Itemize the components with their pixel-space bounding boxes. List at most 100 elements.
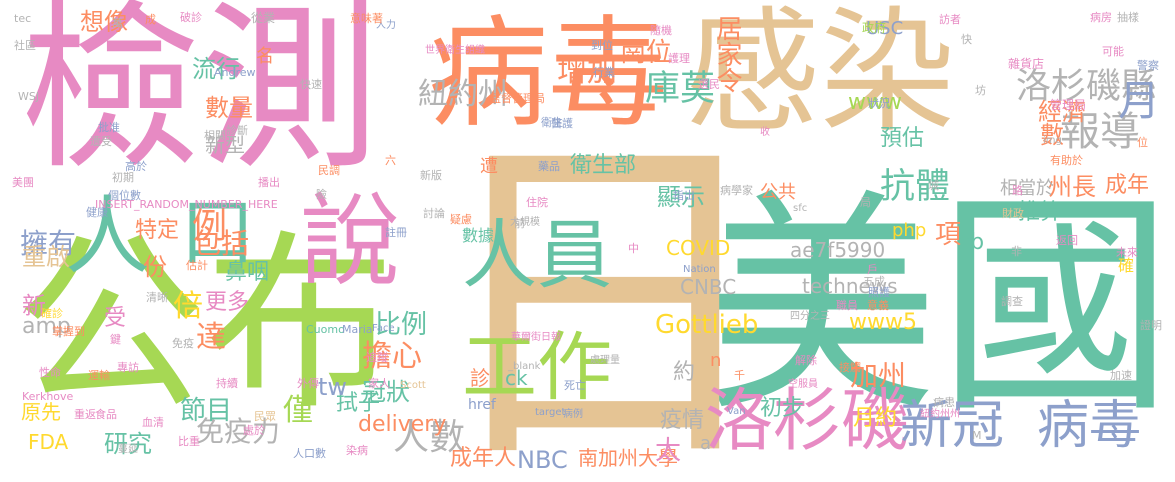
cloud-word: 包括: [193, 227, 250, 260]
cloud-word: 雜貨店: [1008, 57, 1045, 71]
cloud-word: 清晰: [146, 291, 168, 304]
cloud-word: 路: [1012, 184, 1023, 197]
cloud-word: 洛杉磯縣: [1016, 67, 1157, 107]
cloud-word: 破診: [180, 11, 202, 24]
cloud-word: 四分之三: [790, 311, 830, 322]
cloud-word: 染病: [346, 444, 368, 457]
cloud-word: 專訪: [117, 361, 139, 374]
cloud-word: 病例: [563, 409, 583, 420]
cloud-word: 崗位: [620, 38, 673, 68]
cloud-word: 調查: [1001, 295, 1023, 308]
cloud-word: Gottlieb: [655, 310, 759, 340]
cloud-word: INSERT_RANDOM_NUMBER_HERE: [95, 198, 278, 211]
cloud-word: 說: [300, 183, 400, 300]
cloud-word: 公共: [760, 182, 796, 203]
cloud-word: 研究: [104, 430, 152, 458]
cloud-word: 公布: [15, 214, 396, 435]
cloud-word: 鼻咽: [225, 260, 270, 285]
cloud-word: 節目: [180, 396, 233, 426]
cloud-word: 住院: [526, 196, 548, 209]
cloud-word: 比例: [375, 310, 428, 340]
cloud-word: 重返: [74, 408, 96, 421]
cloud-word: 免疫力: [196, 415, 281, 448]
cloud-word: 監督管理局: [490, 92, 545, 105]
cloud-word: 比重: [178, 435, 200, 448]
cloud-word: 月約: [853, 406, 898, 431]
cloud-word: n: [710, 350, 722, 371]
cloud-word: 掌握到: [52, 325, 85, 338]
cloud-word: 名: [256, 46, 274, 67]
cloud-word: 民眾: [254, 410, 276, 423]
cloud-word: 預估: [880, 126, 925, 151]
cloud-word: 數量: [205, 94, 253, 122]
cloud-word: 病毒: [428, 5, 668, 144]
cloud-word: 人口數: [293, 447, 326, 460]
cloud-word: 拭子: [336, 391, 381, 416]
cloud-word: 估計: [186, 259, 208, 272]
cloud-word: sfc: [793, 203, 808, 214]
cloud-word: 狀況: [868, 97, 890, 110]
cloud-word: 遭受: [90, 135, 112, 148]
cloud-word: 萬: [112, 17, 123, 30]
cloud-word: 險: [316, 188, 327, 201]
cloud-word: 美團: [12, 176, 34, 189]
cloud-word: 倍: [173, 289, 203, 324]
cloud-word: 衛生部: [570, 153, 637, 178]
cloud-word: 千: [734, 369, 745, 382]
cloud-word: 初步: [760, 396, 805, 421]
cloud-word: Van: [727, 406, 746, 417]
cloud-word: www5: [849, 310, 917, 335]
cloud-word: 蔓延: [118, 444, 138, 455]
cloud-word: 大規模: [510, 217, 540, 228]
cloud-word: 人力: [376, 20, 396, 31]
cloud-word: 藥品: [538, 160, 560, 173]
cloud-word: 死亡: [564, 379, 586, 392]
cloud-word: 社區: [14, 39, 36, 52]
cloud-word: 華爾街日報: [511, 332, 561, 343]
cloud-word: 證明: [1140, 319, 1162, 332]
cloud-word: 位: [1137, 136, 1148, 149]
cloud-word: 高於: [125, 160, 147, 173]
cloud-word: 加州: [850, 359, 907, 392]
cloud-word: 持續: [216, 377, 238, 390]
cloud-word: 擁有: [20, 227, 77, 260]
cloud-word: 返回: [1056, 234, 1078, 247]
cloud-word: CNBC: [680, 275, 737, 299]
cloud-word: 擔心: [362, 339, 422, 374]
cloud-word: 血清: [142, 416, 164, 429]
cloud-word: 衛生: [541, 116, 563, 129]
cloud-word: target: [535, 407, 566, 418]
cloud-word: FDA: [28, 430, 69, 454]
cloud-word: 紐約州州: [920, 409, 960, 420]
cloud-word: 運輸: [88, 369, 110, 382]
cloud-word: 工作: [462, 323, 613, 411]
cloud-word: 解除: [795, 354, 817, 367]
cloud-word: 處於: [243, 424, 265, 437]
cloud-word: 病房: [1090, 11, 1112, 24]
cloud-word: ck: [505, 366, 528, 390]
cloud-word: 政府: [862, 21, 887, 35]
cloud-word: 快: [961, 33, 972, 46]
cloud-word: 確: [1118, 256, 1135, 275]
cloud-word: 五成: [863, 275, 885, 288]
cloud-word: 批准: [98, 121, 120, 134]
cloud-word: 檢測: [20, 0, 381, 194]
cloud-word: 特定: [135, 218, 180, 243]
cloud-word: 成年: [1105, 173, 1150, 198]
cloud-word: 六: [385, 154, 396, 167]
cloud-word: 初期: [112, 171, 134, 184]
cloud-word: 抗體: [880, 167, 951, 207]
cloud-word: 原先: [21, 400, 61, 424]
cloud-word: 相當於: [1000, 178, 1054, 199]
cloud-word: 成年人: [450, 446, 517, 471]
cloud-word: USC: [866, 18, 904, 39]
cloud-word: 未來: [1116, 246, 1138, 259]
cloud-word: 醫護: [551, 117, 573, 130]
cloud-word: www: [848, 90, 902, 115]
cloud-word: 南加州大學: [578, 446, 678, 470]
cloud-word: 照護: [868, 286, 890, 299]
cloud-word: tec: [14, 12, 32, 25]
cloud-word: 數據: [462, 226, 495, 245]
cloud-word: img: [1043, 135, 1062, 146]
cloud-word: 相關: [204, 129, 226, 142]
